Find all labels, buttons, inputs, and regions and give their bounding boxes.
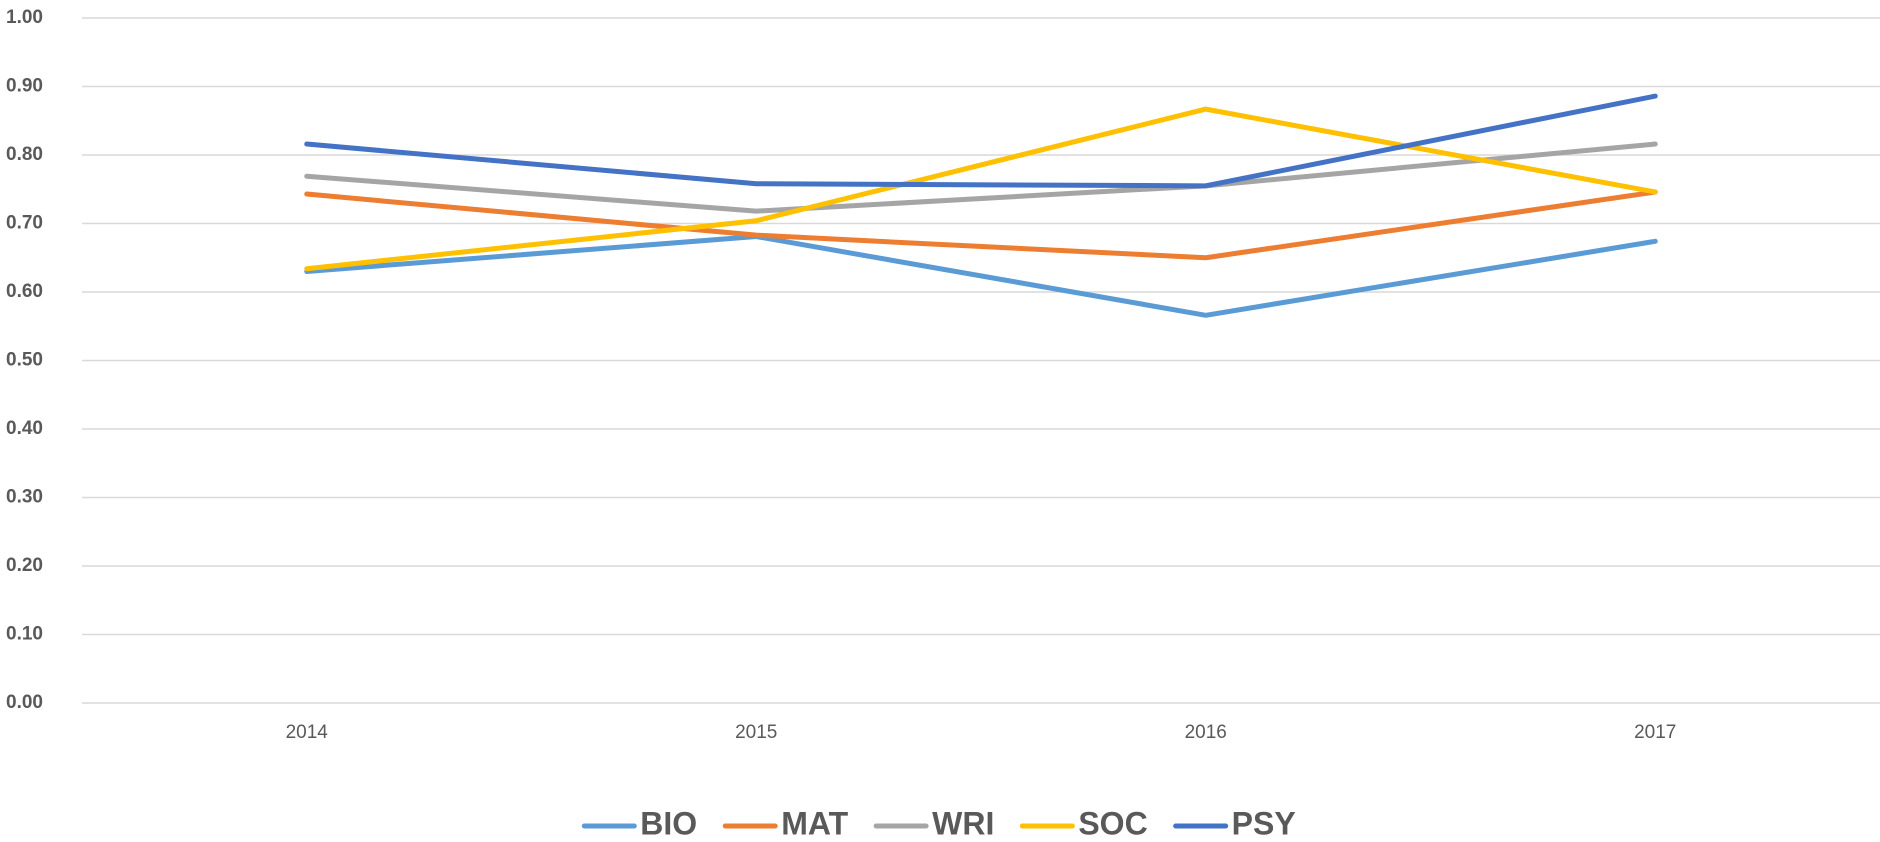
y-tick-label: 0.10	[6, 624, 43, 645]
x-tick-label: 2015	[735, 722, 777, 743]
y-tick-label: 0.90	[6, 76, 43, 97]
legend-label: BIO	[640, 805, 697, 841]
series-line	[304, 93, 1658, 189]
legend-label: MAT	[781, 805, 848, 841]
x-tick-label: 2014	[286, 722, 329, 743]
x-tick-label: 2017	[1634, 722, 1676, 743]
y-tick-label: 0.40	[6, 418, 43, 439]
series-line	[304, 189, 1658, 261]
series-line	[304, 141, 1658, 214]
y-tick-label: 0.30	[6, 487, 43, 508]
y-tick-label: 0.80	[6, 144, 43, 165]
y-tick-label: 0.00	[6, 692, 43, 713]
y-tick-label: 1.00	[6, 7, 43, 28]
legend-label: SOC	[1078, 805, 1147, 841]
series-line	[304, 234, 1658, 318]
y-tick-label: 0.20	[6, 555, 43, 576]
y-tick-label: 0.50	[6, 350, 43, 371]
legend-label: PSY	[1232, 805, 1296, 841]
legend-label: WRI	[932, 805, 994, 841]
x-tick-label: 2016	[1185, 722, 1227, 743]
y-tick-label: 0.70	[6, 213, 43, 234]
series-line	[304, 106, 1658, 272]
y-tick-label: 0.60	[6, 281, 43, 302]
